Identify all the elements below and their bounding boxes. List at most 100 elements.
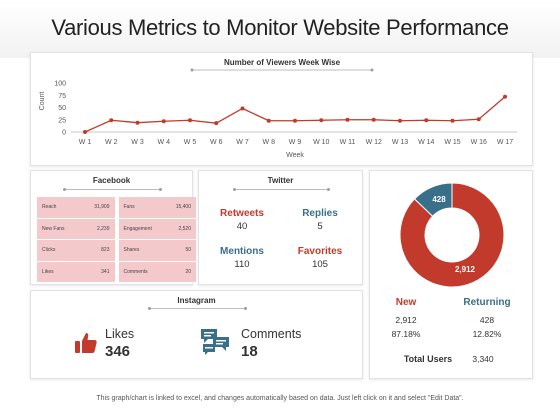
data-point [345, 117, 350, 122]
twitter-replies-label: Replies [302, 208, 338, 219]
users-new-percent: 87.18% [391, 329, 421, 339]
viewers-line-chart: Number of Viewers Week Wise Count Week 0… [39, 58, 517, 159]
footer-note: This graph/chart is linked to excel, and… [96, 395, 464, 402]
x-tick-label: W 12 [366, 139, 382, 146]
x-tick-label: W 8 [263, 139, 276, 146]
instagram-comments-label: Comments [241, 327, 302, 341]
twitter-replies: Replies 5 [280, 208, 360, 232]
x-tick-label: W 11 [340, 139, 356, 146]
donut-slice-label: 2,912 [455, 265, 476, 274]
donut-layer: 428 2,912 [399, 182, 505, 288]
instagram-panel: Instagram Likes 346 Comments 18 [30, 290, 363, 379]
series-line [84, 96, 506, 133]
x-axis-label: Week [286, 152, 304, 159]
x-tick-label: W 16 [471, 139, 487, 146]
facebook-row: Shares 50 [118, 240, 196, 262]
data-point [109, 118, 114, 123]
x-tick-label: W 15 [444, 139, 460, 146]
facebook-metric-label: Clicks [42, 247, 56, 254]
facebook-panel: Facebook Reach 31,909 New Fans 2,239 Click… [30, 170, 196, 285]
twitter-title-rule [233, 188, 330, 191]
comments-icon [199, 327, 231, 357]
twitter-favorites-label: Favorites [297, 246, 343, 257]
data-point [214, 121, 219, 126]
x-tick-label: W 4 [158, 139, 171, 146]
data-point [135, 120, 140, 125]
facebook-metric-label: Shares [123, 247, 140, 254]
facebook-row: Clicks 823 [37, 240, 115, 262]
data-point [240, 106, 245, 111]
x-tick-label: W 14 [418, 139, 434, 146]
x-tick-label: W 2 [105, 139, 118, 146]
chart-title-rule-dot-right [370, 68, 374, 72]
title-band [0, 0, 560, 58]
data-point [83, 130, 87, 134]
x-tick-label: W 5 [184, 139, 197, 146]
data-point [266, 118, 271, 123]
donut-slice-label: 428 [432, 195, 446, 204]
line-chart-layer: 0 25 50 75 100 W 1 W 2 W 3 W 4 W 5 W 6 W 7 W 8 W 9 W 1… [54, 81, 517, 146]
facebook-metric-label: New Fans [42, 225, 65, 232]
data-point [371, 117, 376, 122]
users-total-label: Total Users [403, 354, 453, 364]
data-point [476, 117, 481, 122]
y-tick-label: 50 [58, 105, 66, 112]
facebook-row: Engagement 2,520 [118, 218, 196, 240]
instagram-comments-value: 18 [241, 343, 258, 360]
twitter-mentions: Mentions 110 [202, 246, 282, 270]
facebook-row: Fans 15,400 [118, 197, 196, 219]
data-point [319, 118, 324, 123]
y-tick-label: 75 [58, 93, 66, 100]
facebook-metric-value: 20 [185, 268, 191, 275]
users-returning-label: Returning [463, 297, 511, 308]
users-donut-chart: 428 2,912 [399, 182, 505, 288]
chart-title: Number of Viewers Week Wise [224, 58, 341, 67]
facebook-metric-label: Engagement [123, 225, 152, 232]
twitter-mentions-label: Mentions [220, 246, 264, 257]
x-tick-label: W 3 [131, 139, 144, 146]
facebook-metric-value: 341 [101, 268, 110, 275]
instagram-likes-label: Likes [105, 327, 135, 341]
instagram-title-rule [148, 307, 247, 310]
facebook-metric-value: 15,400 [175, 204, 191, 211]
x-tick-label: W 7 [236, 139, 249, 146]
y-tick-label: 100 [54, 81, 66, 88]
facebook-row: Likes 341 [37, 261, 115, 283]
y-tick-label: 0 [62, 130, 66, 137]
data-point [293, 118, 297, 123]
viewers-chart-panel: Number of Viewers Week Wise Count Week 0… [30, 52, 533, 166]
facebook-left-column: Reach 31,909 New Fans 2,239 Clicks 823 Like… [37, 197, 115, 283]
twitter-mentions-value: 110 [234, 259, 250, 270]
instagram-likes-value: 346 [105, 343, 131, 360]
users-new-count: 2,912 [395, 315, 417, 325]
data-point [188, 118, 192, 123]
twitter-panel: Twitter Retweets 40 Replies 5 Mentions 1… [198, 170, 363, 285]
page-title: Various Metrics to Monitor Website Perfo… [51, 15, 509, 40]
facebook-metric-value: 50 [185, 247, 191, 254]
facebook-title: Facebook [92, 176, 131, 185]
data-point [503, 94, 507, 99]
twitter-title: Twitter [267, 176, 294, 185]
twitter-retweets-label: Retweets [220, 208, 264, 219]
x-tick-label: W 10 [313, 139, 329, 146]
data-point [161, 119, 166, 124]
twitter-retweets: Retweets 40 [202, 208, 282, 232]
data-point [424, 118, 429, 123]
facebook-metric-value: 2,239 [96, 225, 110, 232]
donut-slice [399, 182, 505, 288]
facebook-row: New Fans 2,239 [37, 218, 115, 240]
facebook-metric-value: 823 [101, 247, 110, 254]
users-returning-count: 428 [479, 315, 495, 325]
data-point [450, 118, 455, 123]
facebook-metric-label: Comments [123, 268, 148, 275]
twitter-favorites-value: 105 [312, 259, 328, 270]
facebook-metric-value: 2,520 [178, 225, 191, 232]
facebook-metric-label: Reach [42, 204, 57, 211]
x-tick-label: W 6 [210, 139, 223, 146]
facebook-metric-label: Likes [42, 268, 54, 275]
facebook-metric-value: 31,909 [94, 204, 110, 211]
chart-title-rule-dot-left [190, 68, 194, 72]
y-axis-label: Count [39, 92, 46, 111]
x-tick-label: W 13 [392, 139, 408, 146]
facebook-row: Comments 20 [118, 261, 196, 283]
